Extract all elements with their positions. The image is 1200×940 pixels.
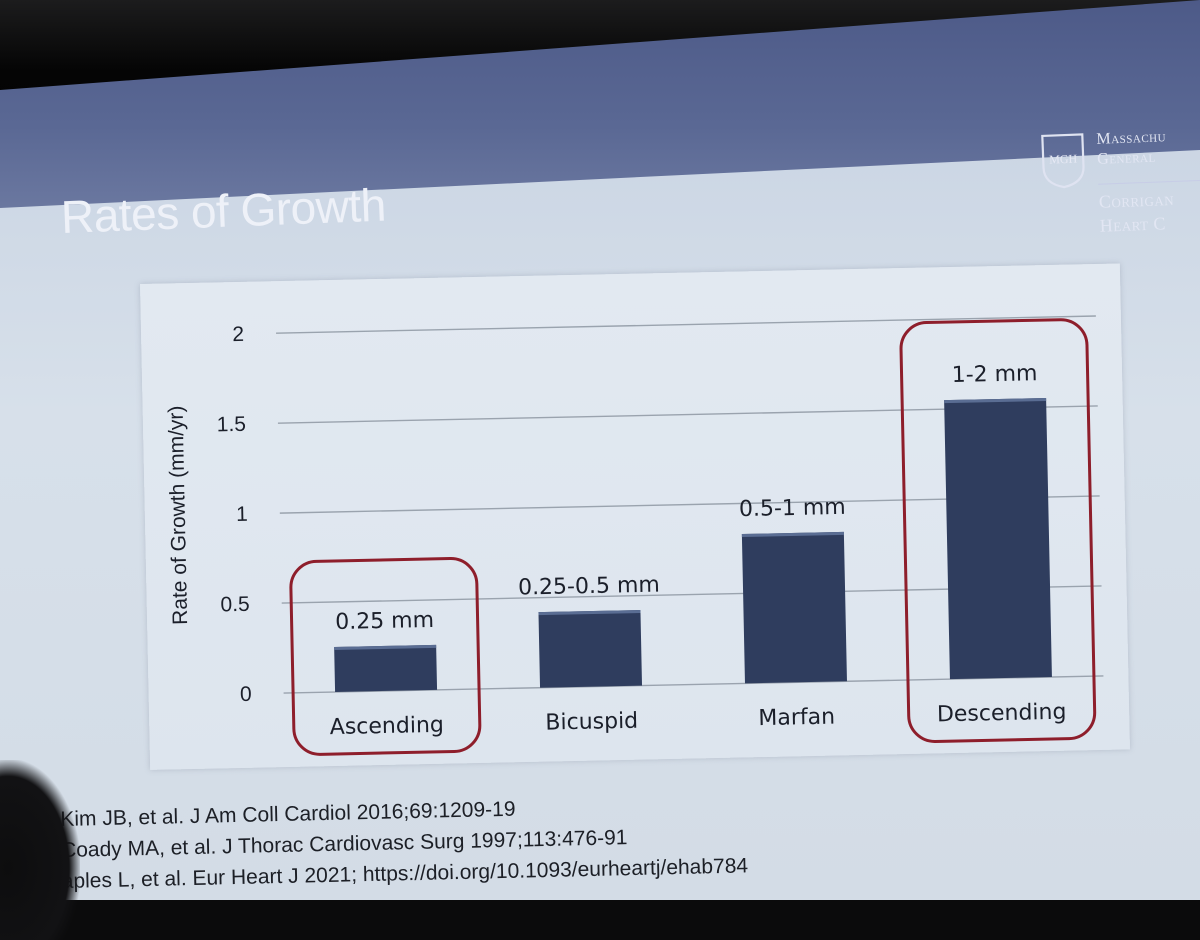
references: Kim JB, et al. J Am Coll Cardiol 2016;69… xyxy=(60,788,748,897)
logo-line3: Corrigan xyxy=(1098,188,1175,212)
data-label: 0.5-1 mm xyxy=(739,495,846,522)
mgh-logo: MGH Massachu General Corrigan Heart C xyxy=(1040,121,1200,267)
bar xyxy=(741,531,847,684)
bar xyxy=(334,644,438,693)
category-label: Descending xyxy=(937,700,1067,728)
category-label: Bicuspid xyxy=(545,709,638,736)
y-axis-label: Rate of Growth (mm/yr) xyxy=(165,405,193,625)
bar-highlight-edge xyxy=(538,609,641,616)
logo-text-sub: Corrigan Heart C xyxy=(1098,187,1175,238)
bar xyxy=(538,609,643,688)
y-tick-label: 2 xyxy=(232,323,244,346)
logo-text-main: Massachu General xyxy=(1096,127,1167,170)
gridline xyxy=(276,315,1096,334)
highlight-box xyxy=(289,557,482,756)
bar-highlight-edge xyxy=(944,398,1047,404)
shield-icon: MGH xyxy=(1041,133,1085,189)
data-label: 1-2 mm xyxy=(951,361,1037,388)
highlight-box xyxy=(899,318,1097,743)
y-tick-label: 1.5 xyxy=(217,413,247,437)
chart-container: 0 0.5 1 1.5 2 Rate of Growth (mm/yr) 0.25 mm As… xyxy=(140,263,1130,770)
logo-divider xyxy=(1098,179,1200,185)
bar-highlight-edge xyxy=(334,644,437,651)
logo-line1: Massachu xyxy=(1096,128,1167,148)
bar-highlight-edge xyxy=(741,531,844,538)
category-label: Marfan xyxy=(758,705,835,732)
logo-line2: General xyxy=(1096,148,1156,168)
bar-chart: 0 0.5 1 1.5 2 Rate of Growth (mm/yr) 0.25 mm As… xyxy=(165,315,1104,756)
audience-head-silhouette xyxy=(0,760,80,940)
bar xyxy=(944,398,1052,680)
y-tick-label: 0 xyxy=(240,683,252,706)
category-label: Ascending xyxy=(330,713,445,740)
data-label: 0.25-0.5 mm xyxy=(518,573,660,601)
svg-text:MGH: MGH xyxy=(1049,152,1078,167)
y-tick-label: 0.5 xyxy=(220,593,250,617)
y-tick-label: 1 xyxy=(236,503,248,526)
logo-line4: Heart C xyxy=(1099,213,1167,236)
data-label: 0.25 mm xyxy=(335,608,434,635)
